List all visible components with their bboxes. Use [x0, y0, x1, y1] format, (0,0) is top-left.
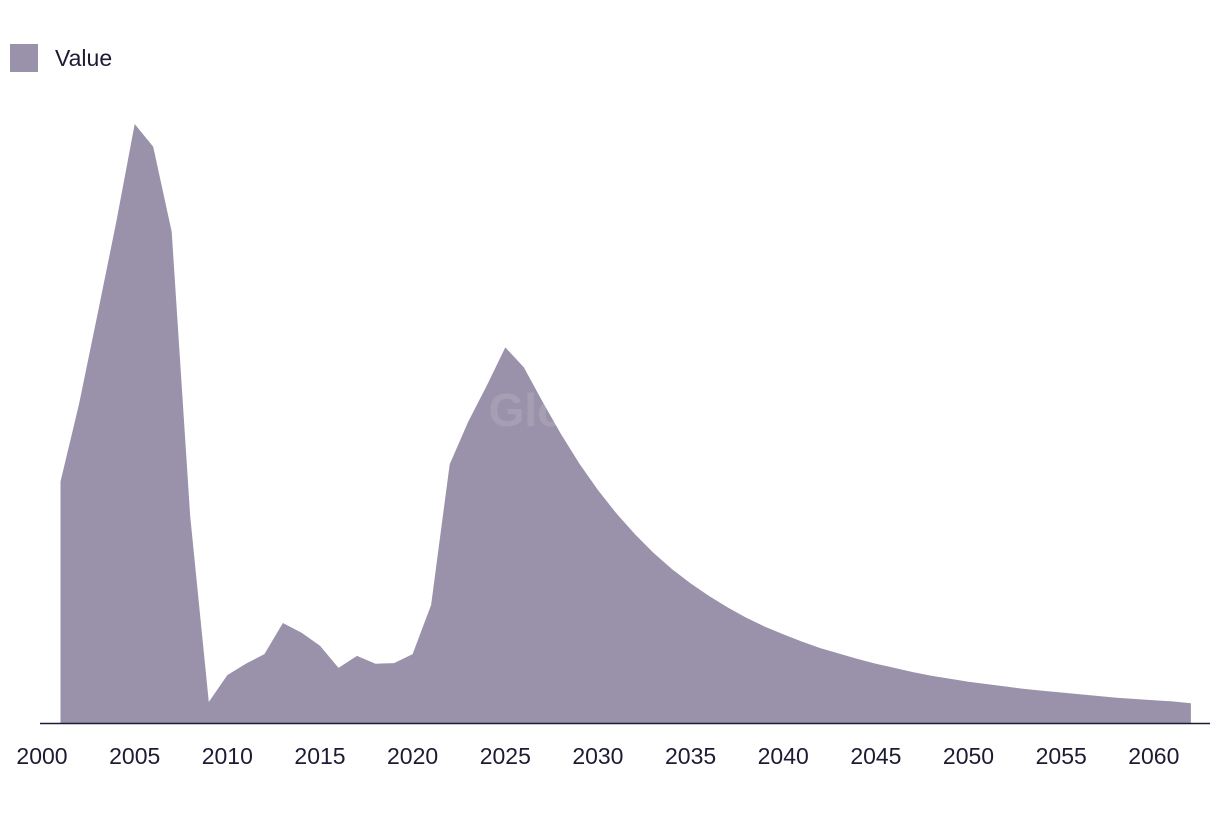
legend: Value — [10, 44, 112, 72]
x-tick-label: 2020 — [387, 743, 438, 769]
x-tick-label: 2055 — [1036, 743, 1087, 769]
x-tick-label: 2040 — [758, 743, 809, 769]
x-tick-label: 2010 — [202, 743, 253, 769]
x-tick-label: 2000 — [16, 743, 67, 769]
legend-label: Value — [55, 44, 113, 71]
x-tick-label: 2045 — [850, 743, 901, 769]
watermark: GlobalData — [489, 384, 732, 436]
x-tick-label: 2030 — [572, 743, 623, 769]
x-tick-label: 2050 — [943, 743, 994, 769]
x-tick-label: 2025 — [480, 743, 531, 769]
x-tick-label: 2015 — [294, 743, 345, 769]
x-tick-label: 2060 — [1128, 743, 1179, 769]
legend-swatch — [10, 44, 38, 72]
area-series-0 — [60, 124, 1191, 723]
x-tick-label: 2035 — [665, 743, 716, 769]
x-tick-label: 2005 — [109, 743, 160, 769]
